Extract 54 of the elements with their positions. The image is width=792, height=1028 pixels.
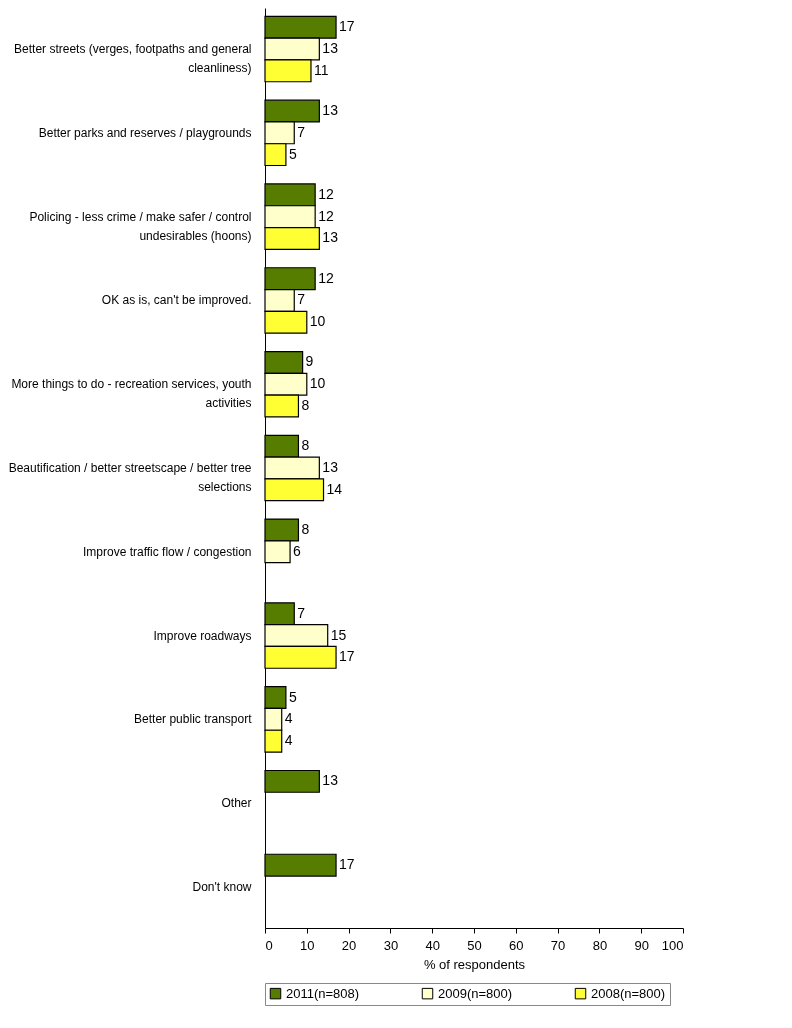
x-tick-label: 50 [467, 937, 482, 953]
data-label: 8 [301, 437, 310, 454]
data-label: 6 [293, 542, 302, 559]
y-tick-label: More things to do - recreation services, youth activities [11, 377, 252, 411]
legend-label: 2009(n=800) [438, 985, 513, 1001]
data-label: 12 [318, 185, 334, 202]
y-tick-label: Improve traffic flow / congestion [82, 544, 252, 559]
data-label: 10 [309, 313, 326, 330]
data-label: 13 [322, 40, 339, 57]
data-label: 12 [318, 207, 334, 224]
y-tick-label: Don't know [192, 879, 252, 894]
x-tick-label: 80 [592, 937, 608, 953]
legend-label: 2008(n=800) [591, 985, 666, 1001]
data-label: 13 [322, 772, 339, 789]
y-tick-label: Better streets (verges, footpaths and general cleanliness) [14, 42, 252, 76]
x-tick-label: 70 [550, 937, 566, 953]
y-tick-label: Policing - less crime / make safer / control undesirables (hoons) [29, 209, 252, 243]
y-tick-label: Better parks and reserves / playgrounds [38, 125, 252, 140]
data-label: 15 [330, 626, 347, 643]
x-tick-label: 0 [265, 937, 273, 953]
data-label: 7 [297, 604, 306, 621]
x-tick-label: 20 [341, 937, 357, 953]
data-label: 13 [322, 459, 339, 475]
data-label: 4 [284, 710, 293, 727]
data-label: 5 [288, 145, 297, 162]
data-label: 5 [288, 688, 297, 705]
data-label: 9 [305, 353, 314, 370]
data-label: 14 [326, 480, 343, 497]
data-label: 12 [318, 269, 334, 286]
x-tick-label: 30 [383, 937, 399, 953]
legend-label: 2011(n=808) [286, 985, 360, 1001]
data-label: 4 [284, 732, 293, 749]
data-label: 10 [309, 375, 326, 392]
data-label: 13 [322, 102, 339, 119]
y-tick-label: Better public transport [134, 712, 253, 727]
data-label: 7 [297, 291, 306, 308]
data-label: 13 [322, 229, 339, 246]
x-tick-label: 40 [425, 937, 440, 953]
x-axis-title: % of respondents [423, 956, 526, 972]
data-label: 8 [301, 397, 310, 413]
data-label: 8 [301, 521, 310, 537]
data-label: 7 [297, 123, 306, 140]
x-tick-label: 100 [661, 937, 684, 953]
x-tick-label: 10 [300, 937, 315, 953]
data-label: 11 [313, 61, 329, 78]
data-label: 17 [339, 648, 355, 665]
y-tick-label: Other [221, 796, 252, 811]
x-tick-label: 60 [509, 937, 524, 953]
data-label: 17 [339, 18, 355, 35]
x-tick-label: 90 [634, 937, 649, 953]
y-tick-label: OK as is, can't be improved. [101, 293, 252, 308]
data-label: 17 [339, 856, 355, 873]
y-tick-label: Beautification / better streetscape / better tree selections [8, 461, 252, 494]
y-tick-label: Improve roadways [153, 628, 252, 643]
